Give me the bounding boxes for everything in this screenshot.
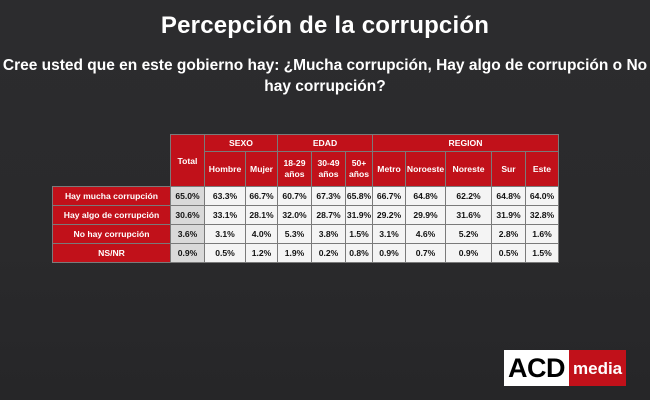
header-18-29: 18-29 años	[277, 151, 312, 187]
table-cell: 0.9%	[372, 243, 406, 263]
header-group-edad: EDAD	[277, 134, 373, 152]
table-cell: 66.7%	[245, 186, 278, 206]
table-cell: 28.1%	[245, 205, 278, 225]
table-cell: 5.3%	[277, 224, 312, 244]
header-este: Este	[525, 151, 559, 187]
table-cell: 2.8%	[491, 224, 526, 244]
logo-acd-text: ACD	[504, 350, 569, 386]
header-mujer: Mujer	[245, 151, 278, 187]
table-cell: 1.6%	[525, 224, 559, 244]
table-cell: 64.8%	[491, 186, 526, 206]
table-row: NS/NR 0.9% 0.5% 1.2% 1.9% 0.2% 0.8% 0.9%…	[52, 243, 559, 263]
header-noreste: Noreste	[445, 151, 492, 187]
table-cell: 67.3%	[311, 186, 346, 206]
table-cell: 3.1%	[372, 224, 406, 244]
header-noroeste: Noroeste	[405, 151, 446, 187]
header-30-49: 30-49 años	[311, 151, 346, 187]
table-cell: 28.7%	[311, 205, 346, 225]
row-label: No hay corrupción	[52, 224, 171, 244]
table-row: Hay algo de corrupción 30.6% 33.1% 28.1%…	[52, 205, 559, 225]
table-cell: 4.0%	[245, 224, 278, 244]
corner-blank	[53, 152, 171, 187]
table-cell: 31.9%	[345, 205, 373, 225]
table-cell: 63.3%	[204, 186, 246, 206]
acd-media-logo: ACD media	[504, 350, 627, 386]
table-cell: 3.1%	[204, 224, 246, 244]
slide-title: Percepción de la corrupción	[160, 12, 490, 39]
table-cell: 0.9%	[445, 243, 492, 263]
table-cell: 1.2%	[245, 243, 278, 263]
table-cell: 62.2%	[445, 186, 492, 206]
header-sur: Sur	[491, 151, 526, 187]
table-cell: 31.9%	[491, 205, 526, 225]
corner-blank	[53, 135, 171, 152]
table-cell: 33.1%	[204, 205, 246, 225]
table-cell: 29.9%	[405, 205, 446, 225]
table-row: Hay mucha corrupción 65.0% 63.3% 66.7% 6…	[52, 186, 559, 206]
table-cell: 64.8%	[405, 186, 446, 206]
table-cell: 1.9%	[277, 243, 312, 263]
table-row: No hay corrupción 3.6% 3.1% 4.0% 5.3% 3.…	[52, 224, 559, 244]
table-cell: 29.2%	[372, 205, 406, 225]
table-cell: 4.6%	[405, 224, 446, 244]
table-cell: 60.7%	[277, 186, 312, 206]
survey-question: Cree usted que en este gobierno hay: ¿Mu…	[2, 57, 648, 95]
total-cell: 3.6%	[170, 224, 205, 244]
row-label: Hay algo de corrupción	[52, 205, 171, 225]
header-group-sexo: SEXO	[204, 134, 278, 152]
total-cell: 30.6%	[170, 205, 205, 225]
table-cell: 3.8%	[311, 224, 346, 244]
header-metro: Metro	[372, 151, 406, 187]
table-cell: 0.8%	[345, 243, 373, 263]
table-cell: 0.2%	[311, 243, 346, 263]
header-group-region: REGION	[372, 134, 559, 152]
header-50-plus: 50+ años	[345, 151, 373, 187]
table-cell: 1.5%	[345, 224, 373, 244]
table-cell: 32.0%	[277, 205, 312, 225]
row-label: NS/NR	[52, 243, 171, 263]
table-cell: 65.8%	[345, 186, 373, 206]
logo-media-text: media	[569, 350, 627, 386]
table-cell: 1.5%	[525, 243, 559, 263]
header-hombre: Hombre	[204, 151, 246, 187]
row-label: Hay mucha corrupción	[52, 186, 171, 206]
table-cell: 31.6%	[445, 205, 492, 225]
results-table: Total SEXO EDAD REGION Hombre Mujer 18-2…	[52, 134, 559, 263]
header-total: Total	[170, 134, 205, 187]
table-cell: 0.5%	[204, 243, 246, 263]
table-cell: 32.8%	[525, 205, 559, 225]
table-cell: 64.0%	[525, 186, 559, 206]
total-cell: 65.0%	[170, 186, 205, 206]
table-cell: 5.2%	[445, 224, 492, 244]
table-cell: 66.7%	[372, 186, 406, 206]
total-cell: 0.9%	[170, 243, 205, 263]
table-cell: 0.7%	[405, 243, 446, 263]
table-cell: 0.5%	[491, 243, 526, 263]
